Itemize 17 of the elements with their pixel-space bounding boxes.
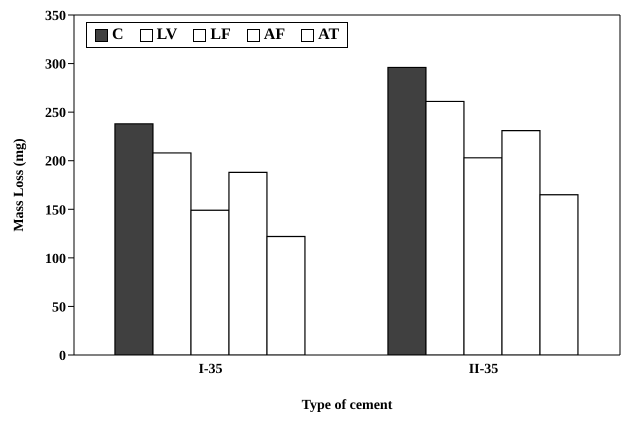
y-tick-label: 50 bbox=[52, 300, 66, 316]
y-tick-label: 150 bbox=[45, 203, 66, 218]
x-tick-label: I-35 bbox=[198, 362, 223, 377]
y-tick-label: 350 bbox=[45, 8, 66, 24]
y-tick-label: 0 bbox=[59, 348, 66, 364]
y-tick-label: 300 bbox=[45, 58, 66, 73]
legend-label: LF bbox=[210, 25, 231, 45]
x-axis-title: Type of cement bbox=[302, 398, 393, 413]
y-tick-label: 200 bbox=[45, 154, 66, 170]
y-axis-title: Mass Loss (mg) bbox=[12, 138, 27, 232]
legend-label: AT bbox=[318, 25, 340, 45]
legend-label: AF bbox=[264, 25, 286, 45]
legend-label: C bbox=[112, 25, 124, 45]
y-tick-label: 250 bbox=[45, 106, 66, 122]
x-tick-label: II-35 bbox=[468, 362, 498, 377]
y-tick-label: 100 bbox=[45, 252, 66, 267]
legend-label: LV bbox=[156, 25, 178, 45]
